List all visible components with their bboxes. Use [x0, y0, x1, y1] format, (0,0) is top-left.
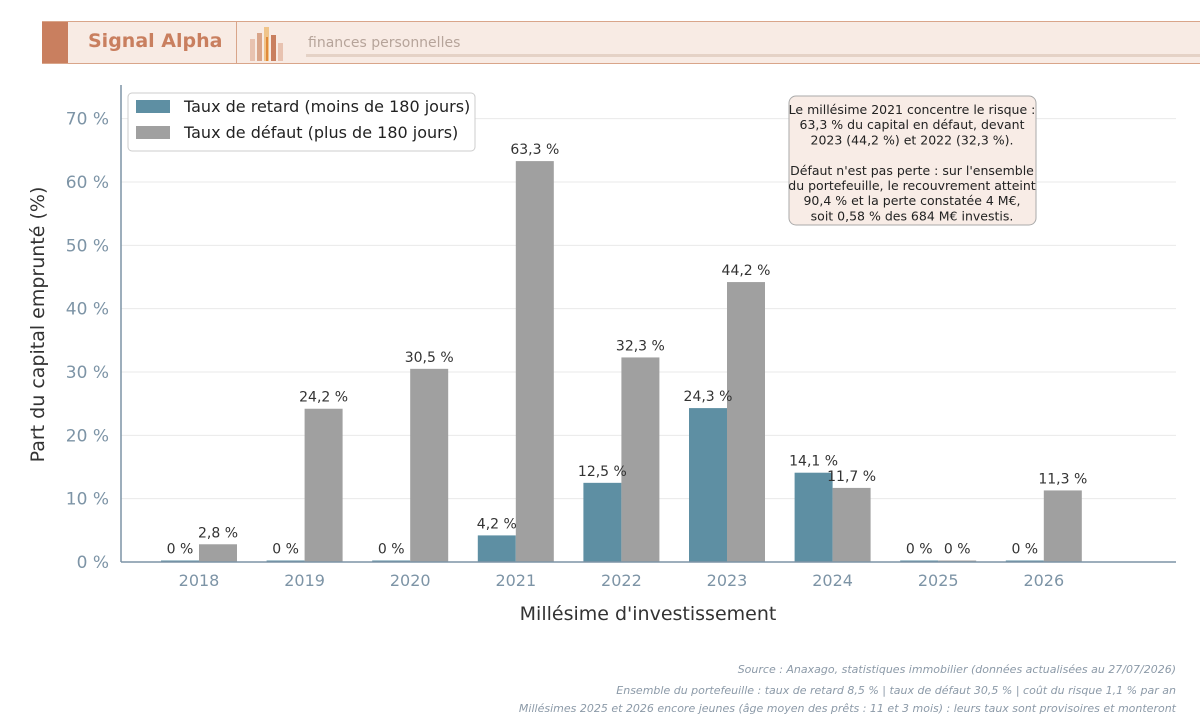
bar-value-label: 44,2 %	[722, 263, 771, 279]
annotation-line: 2023 (44,2 %) et 2022 (32,3 %).	[811, 132, 1014, 147]
axes-group	[120, 85, 1176, 563]
annotation-line: 90,4 % et la perte constatée 4 M€,	[803, 193, 1020, 208]
banner-tagline: finances personnelles	[308, 35, 461, 51]
legend-swatch	[136, 100, 170, 113]
bar-chart-logo-icon	[250, 27, 283, 61]
y-tick-label: 30 %	[66, 363, 109, 383]
bar-chart: 0 % 10 % 20 % 30 % 40 % 50 % 60 % 70 % 2018 2019…	[27, 85, 1176, 625]
bar-defaut	[832, 487, 871, 562]
banner-tagline-rule	[306, 54, 1200, 57]
bar-value-label: 30,5 %	[405, 350, 454, 366]
x-tick-label: 2022	[601, 571, 642, 590]
x-axis-title: Millésime d'investissement	[520, 603, 777, 625]
y-tick-label: 20 %	[66, 426, 109, 446]
y-tick-label: 40 %	[66, 300, 109, 320]
x-tick-label: 2026	[1023, 571, 1064, 590]
bar-retard	[583, 482, 622, 562]
bar-value-label: 63,3 %	[510, 142, 559, 158]
bar-defaut	[410, 368, 449, 562]
bar-retard	[477, 535, 516, 562]
bar-value-label: 4,2 %	[477, 516, 517, 532]
bar-defaut	[621, 357, 660, 562]
y-tick-label: 0 %	[77, 553, 109, 573]
bar-value-label: 0 %	[906, 542, 933, 558]
x-tick-label: 2025	[918, 571, 959, 590]
bar-value-label: 24,3 %	[684, 389, 733, 405]
bar-defaut	[304, 408, 343, 562]
bar-defaut	[1043, 490, 1082, 562]
bar-defaut	[727, 282, 765, 562]
x-tick-label: 2020	[390, 571, 431, 590]
legend-label: Taux de défaut (plus de 180 jours)	[183, 123, 458, 142]
y-tick-labels: 0 % 10 % 20 % 30 % 40 % 50 % 60 % 70 %	[66, 110, 109, 573]
header-banner: Signal Alpha finances personnelles	[42, 21, 1200, 64]
annotation-box-frame	[788, 95, 1037, 226]
y-tick-label: 10 %	[66, 490, 109, 510]
bar-value-label: 24,2 %	[299, 390, 348, 406]
x-tick-label: 2018	[179, 571, 220, 590]
annotation-line: 63,3 % du capital en défaut, devant	[800, 117, 1025, 132]
annotation-line: Défaut n'est pas perte : sur l'ensemble	[790, 163, 1034, 178]
bar-value-label: 0 %	[167, 542, 194, 558]
legend-swatch	[136, 126, 170, 139]
brand-name: Signal Alpha	[88, 30, 223, 52]
bar-value-label: 0 %	[272, 542, 299, 558]
x-tick-label: 2021	[495, 571, 536, 590]
banner-accent-block	[42, 22, 68, 63]
young-vintages-note: Millésimes 2025 et 2026 encore jeunes (â…	[518, 702, 1176, 715]
bar-value-label: 0 %	[944, 542, 971, 558]
bar-retard	[794, 472, 833, 562]
x-tick-label: 2023	[707, 571, 748, 590]
x-tick-label: 2019	[284, 571, 325, 590]
annotation-line: soit 0,58 % des 684 M€ investis.	[811, 208, 1014, 223]
legend: Taux de retard (moins de 180 jours) Taux …	[127, 92, 476, 152]
annotation-box: Le millésime 2021 concentre le risque :6…	[788, 95, 1037, 226]
y-tick-label: 60 %	[66, 173, 109, 193]
bar-value-label: 11,7 %	[827, 469, 876, 485]
bar-value-labels: 0 %2,8 %0 %24,2 %0 %30,5 %4,2 %63,3 %12,…	[167, 142, 1088, 557]
bar-value-label: 12,5 %	[578, 464, 627, 480]
y-tick-label: 50 %	[66, 236, 109, 256]
bar-value-label: 14,1 %	[789, 454, 838, 470]
bars-group	[161, 161, 1082, 562]
annotation-line: Le millésime 2021 concentre le risque :	[789, 102, 1036, 117]
bar-retard	[689, 408, 727, 562]
annotation-line: du portefeuille, le recouvrement atteint	[788, 178, 1036, 193]
banner-separator	[236, 22, 237, 63]
y-tick-label: 70 %	[66, 110, 109, 130]
x-tick-labels: 2018 2019 2020 2021 2022 2023 2024 2025 2026	[179, 571, 1065, 590]
bar-defaut	[515, 161, 554, 562]
y-axis-title: Part du capital emprunté (%)	[27, 187, 49, 463]
source-note: Source : Anaxago, statistiques immobilie…	[737, 663, 1176, 676]
legend-box	[127, 92, 476, 152]
bar-defaut	[199, 544, 237, 562]
x-tick-label: 2024	[812, 571, 853, 590]
bar-value-label: 0 %	[378, 542, 405, 558]
bar-value-label: 32,3 %	[616, 338, 665, 354]
portfolio-summary-note: Ensemble du portefeuille : taux de retar…	[616, 684, 1176, 697]
bar-value-label: 2,8 %	[198, 525, 238, 541]
legend-label: Taux de retard (moins de 180 jours)	[183, 97, 470, 116]
bar-value-label: 0 %	[1011, 542, 1038, 558]
bar-value-label: 11,3 %	[1038, 471, 1087, 487]
